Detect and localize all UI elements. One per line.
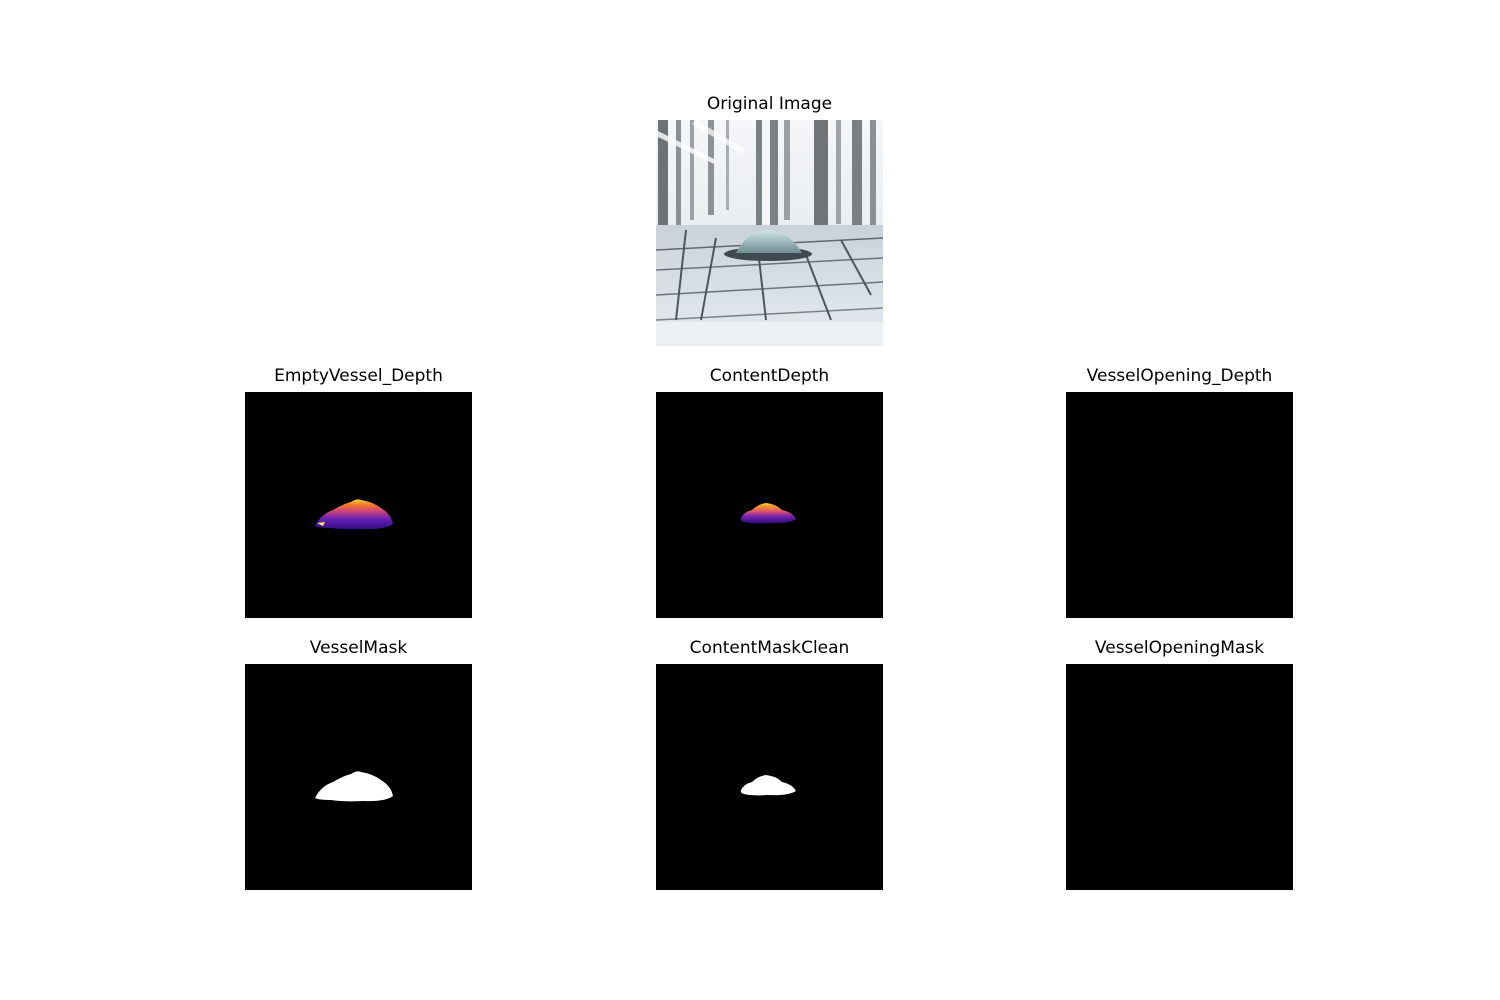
- panel-title: Original Image: [706, 94, 833, 114]
- panel-title: VesselOpening_Depth: [1086, 366, 1273, 386]
- content-depth-image: [656, 392, 883, 618]
- panel-title: ContentDepth: [709, 366, 830, 386]
- panel-content-depth: ContentDepth: [656, 366, 883, 618]
- panel-title: VesselMask: [309, 638, 408, 658]
- content-mask-clean-image: [656, 664, 883, 890]
- empty-vessel-depth-blob: [315, 499, 393, 530]
- original-image-photo: [656, 120, 883, 346]
- content-depth-blob: [740, 503, 796, 524]
- panel-original-image: Original Image: [656, 94, 883, 346]
- panel-content-mask-clean: ContentMaskClean: [656, 638, 883, 890]
- panel-title: ContentMaskClean: [689, 638, 850, 658]
- panel-empty-vessel-depth: EmptyVessel_Depth: [245, 366, 472, 618]
- vessel-opening-depth-image: [1066, 392, 1293, 618]
- vessel-mask-blob: [315, 771, 393, 802]
- original-image: [656, 120, 883, 346]
- vessel-mask-image: [245, 664, 472, 890]
- panel-vessel-opening-mask: VesselOpeningMask: [1066, 638, 1293, 890]
- panel-vessel-mask: VesselMask: [245, 638, 472, 890]
- vessel-opening-mask-image: [1066, 664, 1293, 890]
- panel-vessel-opening-depth: VesselOpening_Depth: [1066, 366, 1293, 618]
- panel-title: VesselOpeningMask: [1094, 638, 1265, 658]
- empty-vessel-depth-image: [245, 392, 472, 618]
- panel-title: EmptyVessel_Depth: [274, 366, 443, 386]
- content-mask-clean-blob: [740, 775, 796, 796]
